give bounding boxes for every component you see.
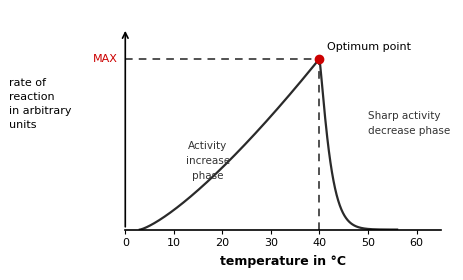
Text: Optimum point: Optimum point xyxy=(326,42,410,52)
Text: Sharp activity
decrease phase: Sharp activity decrease phase xyxy=(367,111,449,136)
X-axis label: temperature in °C: temperature in °C xyxy=(219,255,345,268)
Text: MAX: MAX xyxy=(93,54,118,64)
Text: rate of
reaction
in arbitrary
units: rate of reaction in arbitrary units xyxy=(9,78,72,130)
Text: Activity
increase
phase: Activity increase phase xyxy=(185,141,229,181)
